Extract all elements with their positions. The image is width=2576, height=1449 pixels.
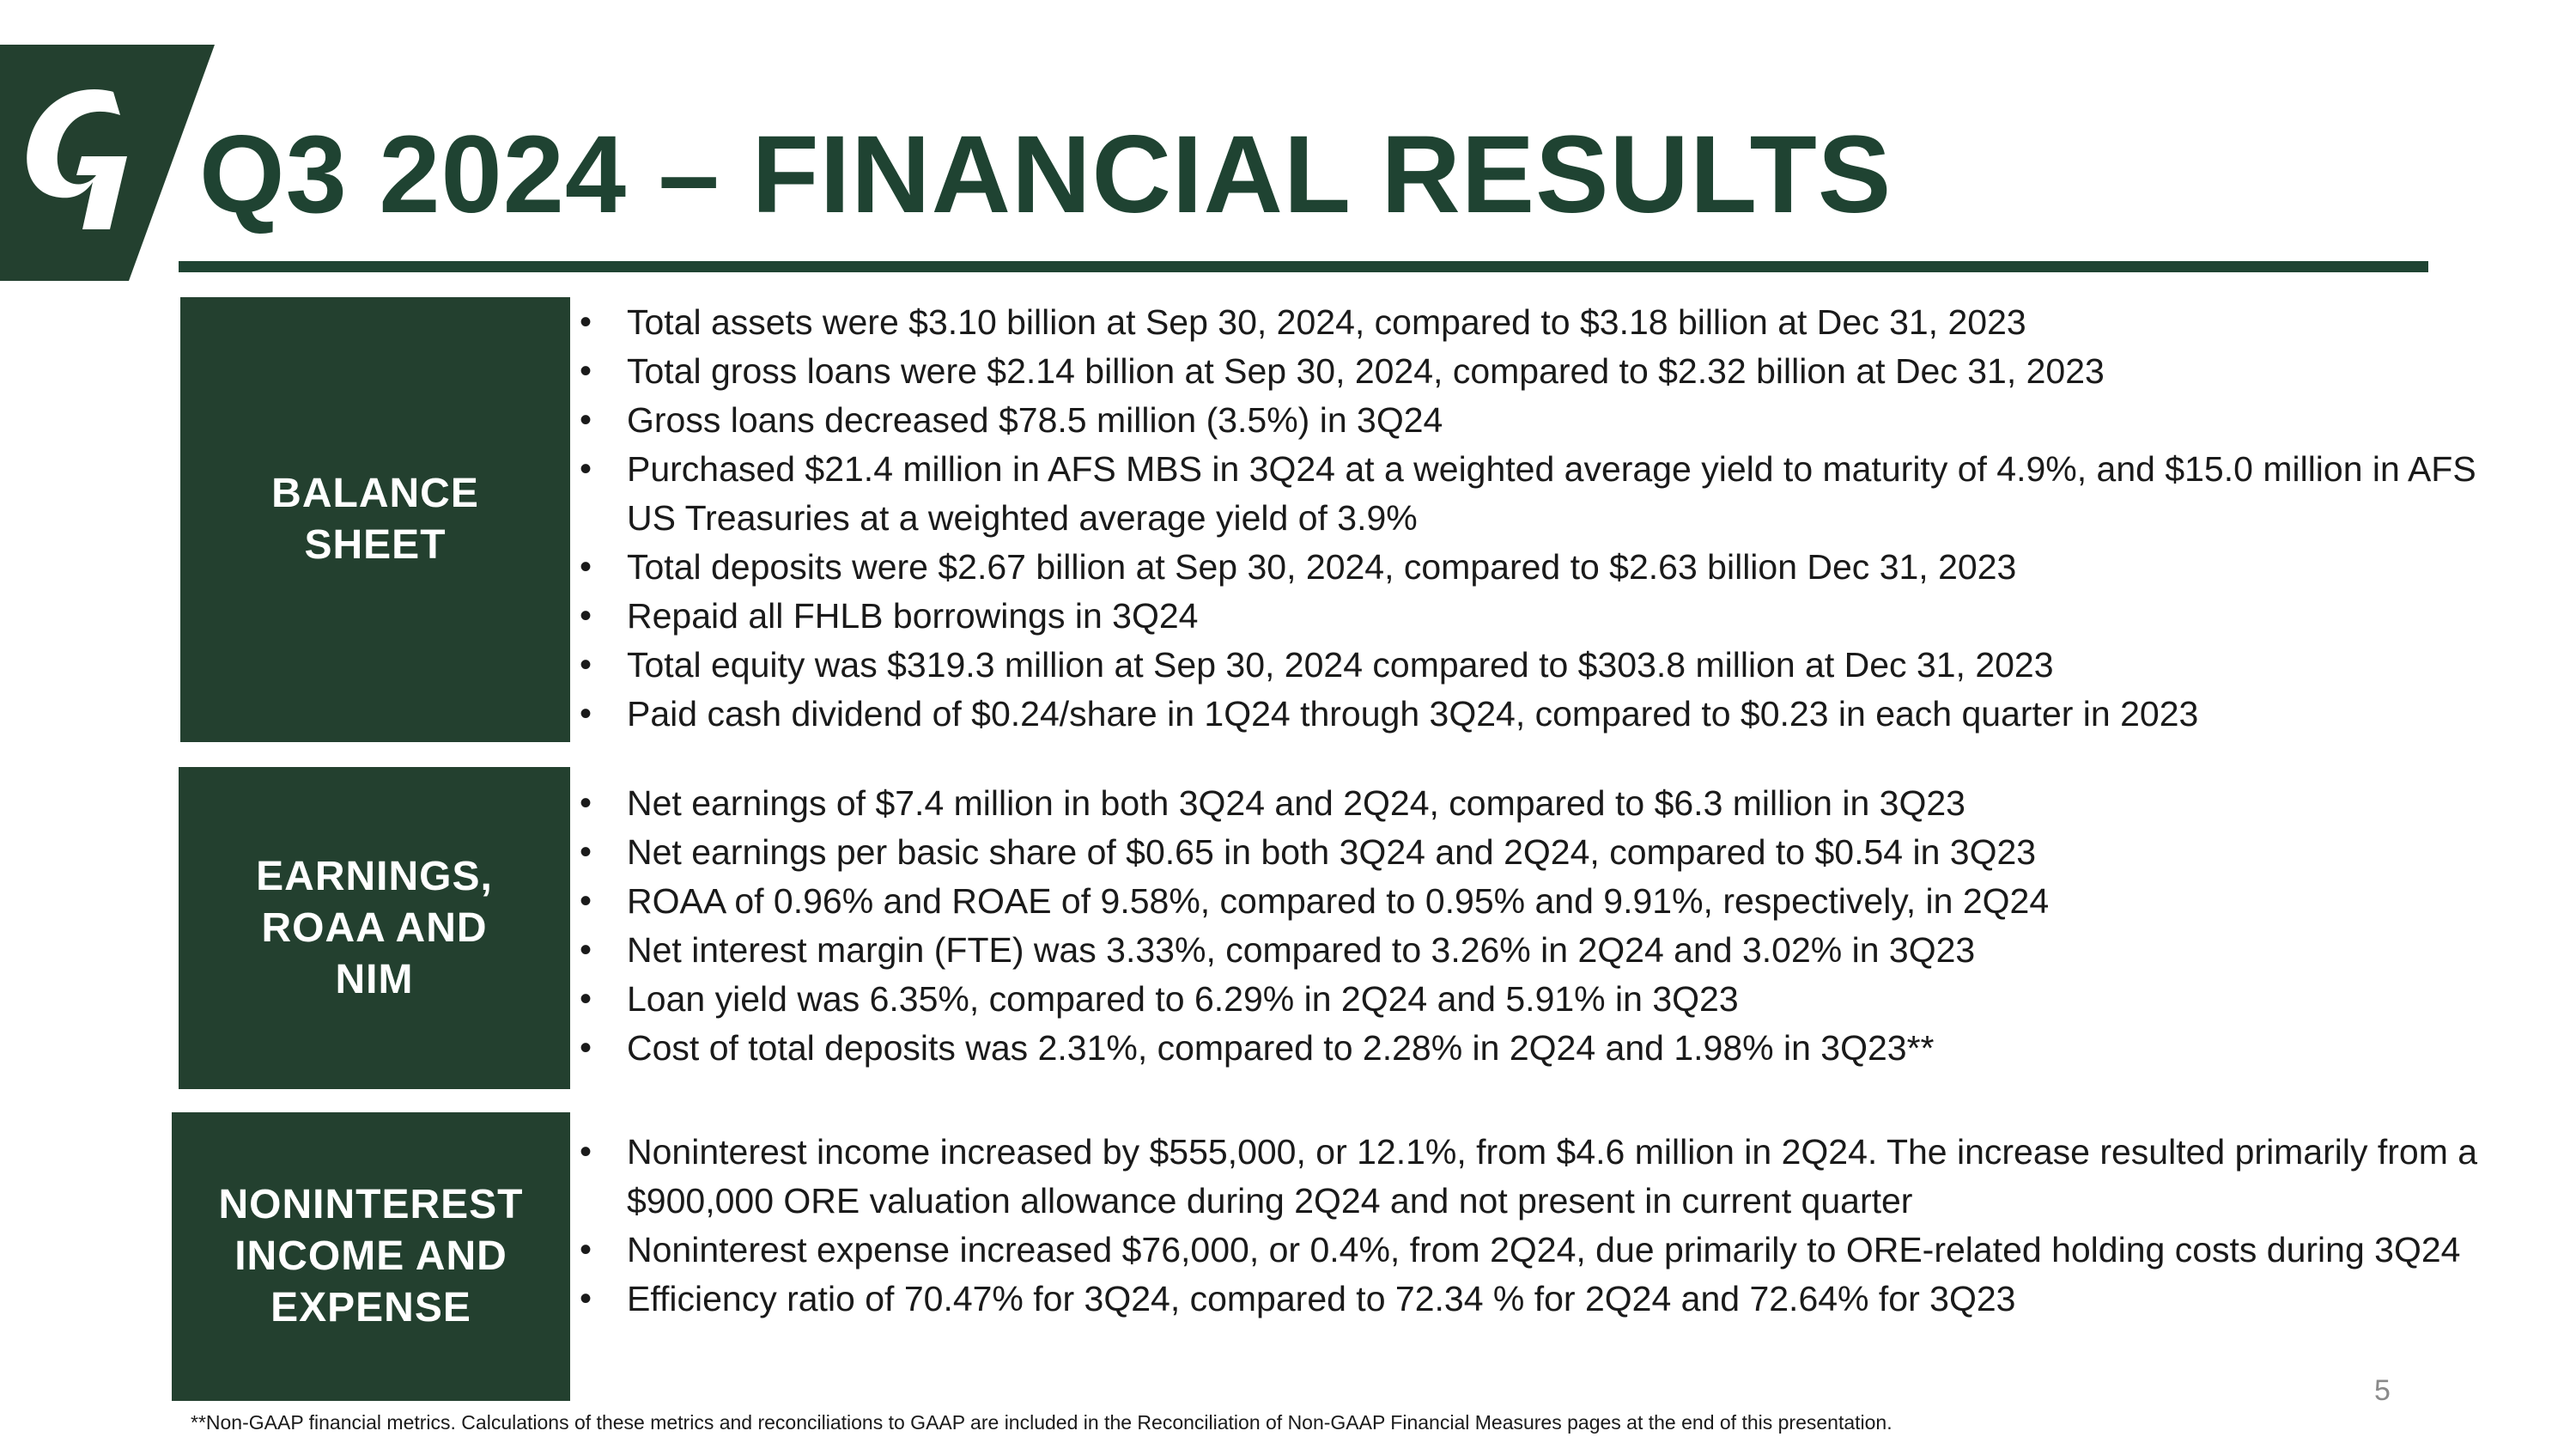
bullet-icon: • — [580, 1029, 592, 1067]
bullet-icon: • — [580, 548, 592, 586]
bullet-icon: • — [580, 980, 592, 1018]
bullet-icon: • — [580, 646, 592, 684]
bullet-icon: • — [580, 352, 592, 390]
bullet-icon: • — [580, 1280, 592, 1318]
section-label-earnings: EARNINGS, ROAA AND NIM — [179, 767, 570, 1089]
earnings-bullet-list: • Net earnings of $7.4 million in both 3Q… — [580, 779, 2533, 1073]
footnote: **Non-GAAP financial metrics. Calculatio… — [191, 1411, 1893, 1434]
list-item: • Cost of total deposits was 2.31%, compa… — [580, 1024, 2533, 1073]
list-item: • Repaid all FHLB borrowings in 3Q24 — [580, 592, 2533, 641]
balance-sheet-bullet-list: • Total assets were $3.10 billion at Sep … — [580, 298, 2533, 739]
list-item: • Efficiency ratio of 70.47% for 3Q24, co… — [580, 1275, 2542, 1324]
page-title: Q3 2024 – FINANCIAL RESULTS — [199, 113, 1893, 236]
title-divider — [179, 261, 2428, 272]
bullet-icon: • — [580, 303, 592, 341]
list-item: • Net earnings of $7.4 million in both 3Q… — [580, 779, 2533, 828]
bullet-icon: • — [580, 1133, 592, 1171]
bullet-icon: • — [580, 450, 592, 488]
list-item: • Total equity was $319.3 million at Sep … — [580, 641, 2533, 690]
list-item: • Total deposits were $2.67 billion at Se… — [580, 543, 2533, 592]
bullet-icon: • — [580, 1231, 592, 1269]
list-item: • Paid cash dividend of $0.24/share in 1Q… — [580, 690, 2533, 739]
bullet-icon: • — [580, 882, 592, 920]
list-item: • ROAA of 0.96% and ROAE of 9.58%, compar… — [580, 877, 2533, 926]
list-item: • Net earnings per basic share of $0.65 i… — [580, 828, 2533, 877]
list-item: • Net interest margin (FTE) was 3.33%, co… — [580, 926, 2533, 975]
section-label-noninterest: NONINTEREST INCOME AND EXPENSE — [172, 1112, 570, 1401]
section-label-text: NONINTEREST INCOME AND EXPENSE — [218, 1182, 524, 1330]
section-label-text: BALANCE SHEET — [271, 471, 479, 568]
company-logo — [0, 45, 215, 281]
bullet-icon: • — [580, 695, 592, 733]
bullet-icon: • — [580, 833, 592, 871]
company-g-logo-icon — [0, 45, 215, 281]
bullet-icon: • — [580, 931, 592, 969]
bullet-icon: • — [580, 784, 592, 822]
noninterest-bullet-list: • Noninterest income increased by $555,00… — [580, 1128, 2542, 1324]
bullet-icon: • — [580, 597, 592, 635]
bullet-icon: • — [580, 401, 592, 439]
section-label-balance-sheet: BALANCE SHEET — [180, 297, 570, 742]
section-label-text: EARNINGS, ROAA AND NIM — [256, 853, 493, 1002]
list-item: • Noninterest expense increased $76,000, … — [580, 1226, 2542, 1275]
list-item: • Loan yield was 6.35%, compared to 6.29%… — [580, 975, 2533, 1024]
list-item: • Purchased $21.4 million in AFS MBS in 3… — [580, 445, 2533, 543]
list-item: • Total gross loans were $2.14 billion at… — [580, 347, 2533, 396]
list-item: • Total assets were $3.10 billion at Sep … — [580, 298, 2533, 347]
list-item: • Gross loans decreased $78.5 million (3.… — [580, 396, 2533, 445]
list-item: • Noninterest income increased by $555,00… — [580, 1128, 2542, 1226]
page-number: 5 — [2374, 1374, 2391, 1407]
